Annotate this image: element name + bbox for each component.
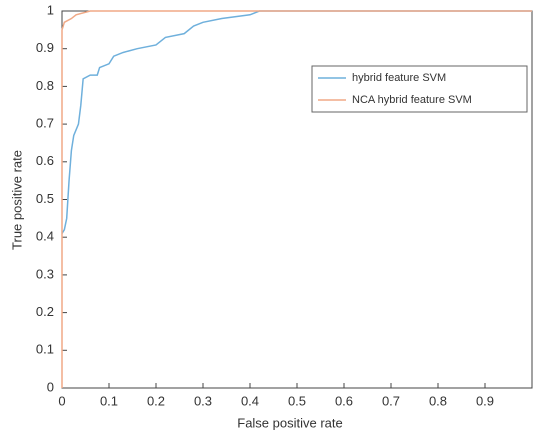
x-tick-label: 0.9	[476, 393, 494, 408]
x-tick-label: 0.7	[382, 393, 400, 408]
x-tick-label: 0.8	[429, 393, 447, 408]
y-tick-label: 0.8	[36, 78, 54, 93]
x-tick-label: 0.3	[194, 393, 212, 408]
y-tick-label: 1	[47, 2, 54, 17]
x-tick-label: 0.1	[100, 393, 118, 408]
line-series	[61, 10, 532, 388]
y-tick-label: 0.1	[36, 342, 54, 357]
y-axis-label: True positive rate	[9, 150, 24, 250]
y-tick-label: 0.9	[36, 40, 54, 55]
y-tick-label: 0.3	[36, 266, 54, 281]
y-tick-label: 0.7	[36, 116, 54, 131]
legend-box	[311, 65, 528, 113]
legend-label: NCA hybrid feature SVM	[352, 94, 472, 106]
y-tick-label: 0	[47, 379, 54, 394]
y-tick-label: 0.4	[36, 229, 54, 244]
y-tick-label: 0.5	[36, 191, 54, 206]
legend-label: hybrid feature SVM	[352, 72, 446, 84]
y-tick-label: 0.2	[36, 304, 54, 319]
x-axis-label: False positive rate	[237, 415, 343, 430]
line-series	[61, 10, 532, 234]
x-tick-label: 0	[58, 393, 65, 408]
x-tick-label: 0.5	[288, 393, 306, 408]
x-tick-label: 0.2	[147, 393, 165, 408]
x-tick-label: 0.4	[241, 393, 259, 408]
y-tick-label: 0.6	[36, 153, 54, 168]
x-tick-label: 0.6	[335, 393, 353, 408]
